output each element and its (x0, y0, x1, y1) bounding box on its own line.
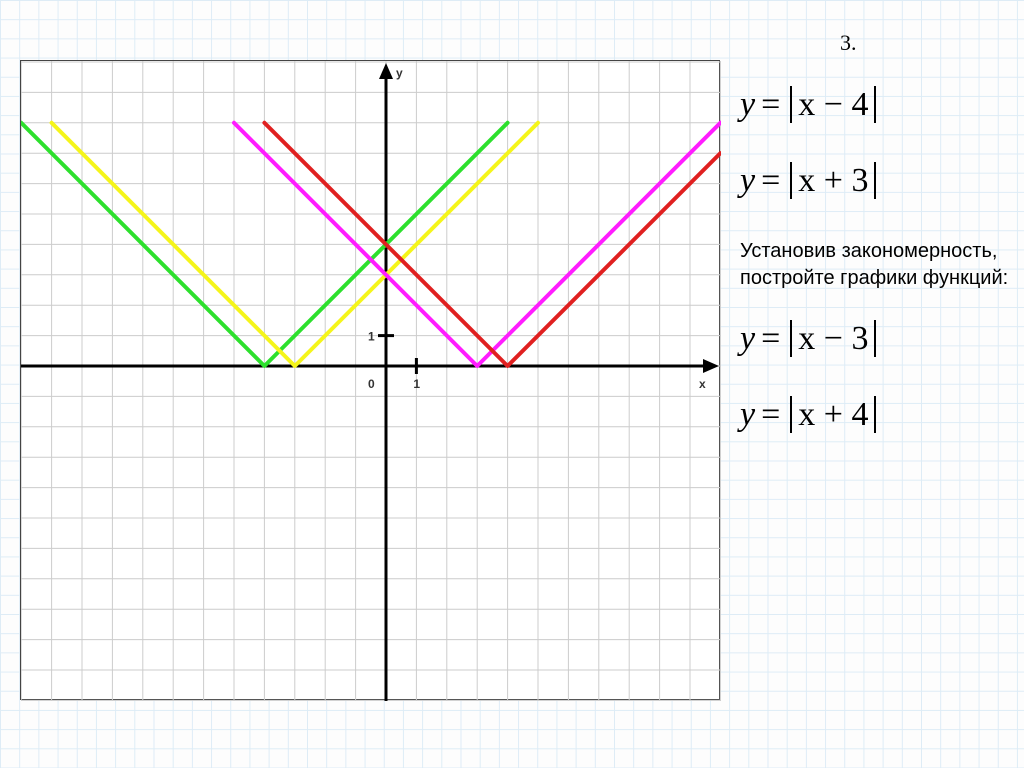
instruction-text: Установив закономерность, постройте граф… (740, 238, 1010, 292)
equation-4: y=x + 4 (740, 396, 1010, 434)
svg-text:х: х (699, 377, 706, 391)
equation-2: y=x + 3 (740, 162, 1010, 200)
svg-text:1: 1 (368, 330, 375, 344)
function-plot: 0 1 1 х у (20, 60, 720, 700)
svg-text:у: у (396, 66, 403, 80)
svg-text:0: 0 (368, 377, 375, 391)
problem-number: 3. (840, 30, 1010, 56)
equation-1: y=x − 4 (740, 86, 1010, 124)
right-column: 3. y=x − 4 y=x + 3 Установив закономерно… (740, 30, 1010, 472)
equation-3: y=x − 3 (740, 320, 1010, 358)
plot-svg: 0 1 1 х у (21, 61, 721, 701)
svg-text:1: 1 (413, 377, 420, 391)
